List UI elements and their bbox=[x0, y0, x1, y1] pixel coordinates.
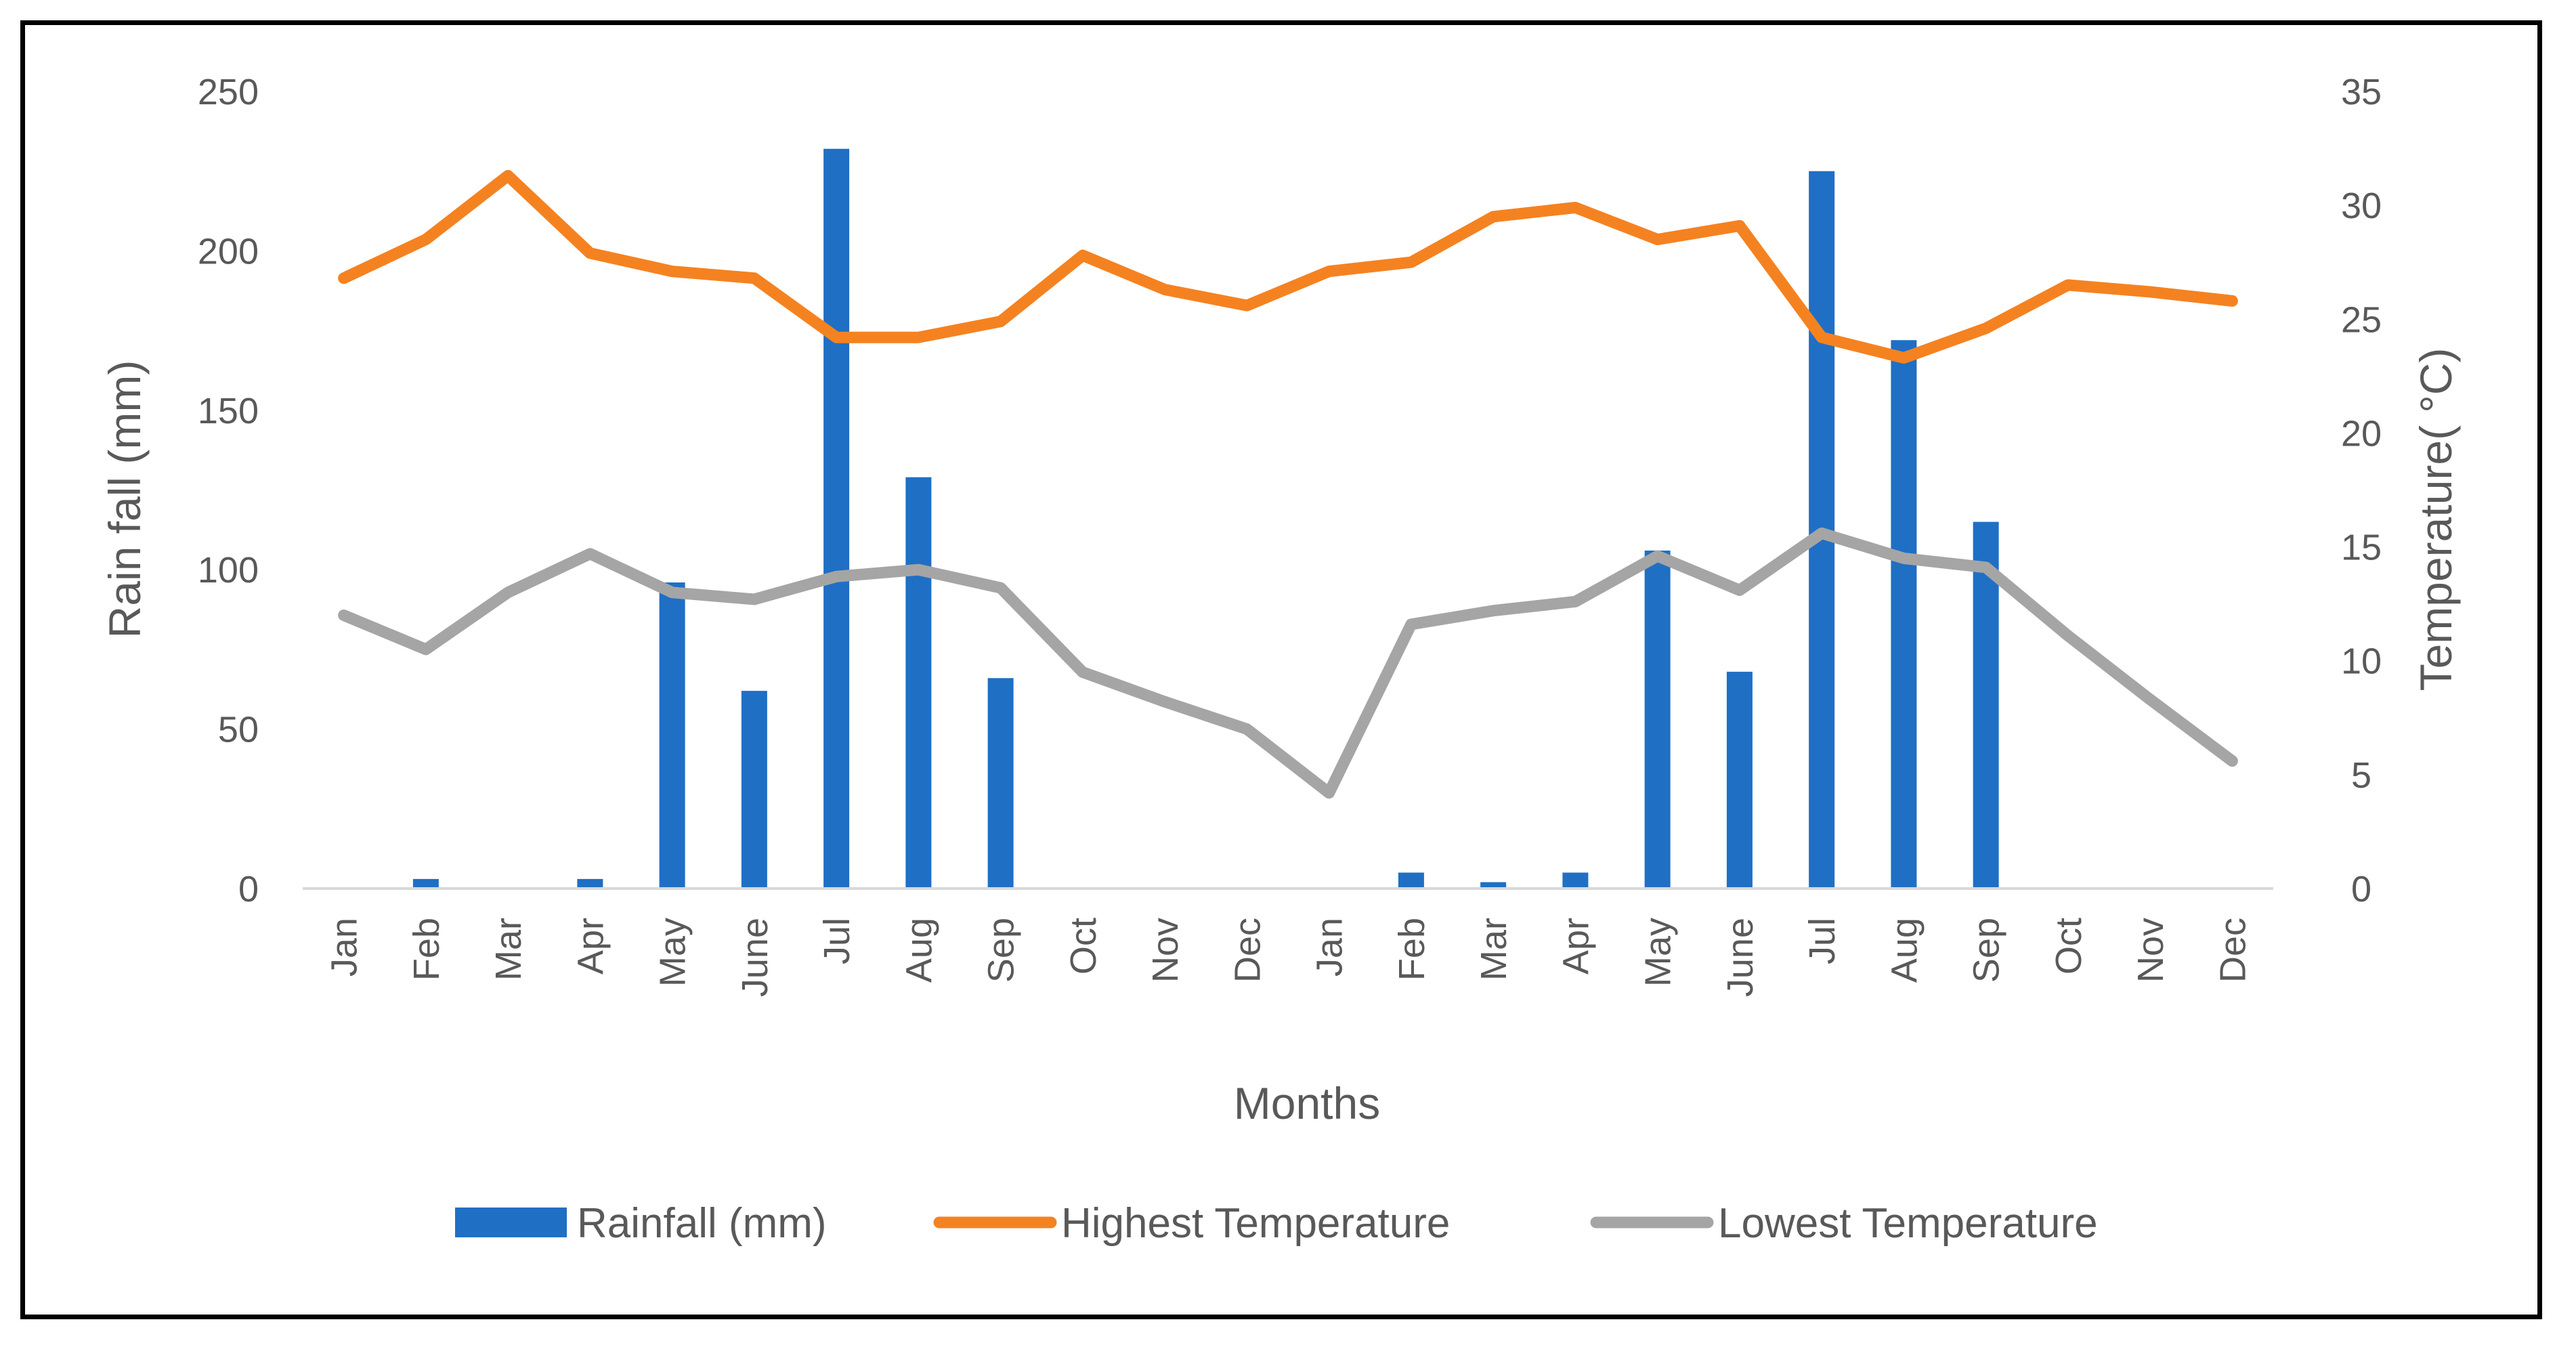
y-tick-label-right: 0 bbox=[2351, 869, 2371, 910]
x-tick-label: Jan bbox=[1310, 918, 1350, 977]
x-tick-label: Apr bbox=[570, 918, 611, 975]
rainfall-bar bbox=[741, 691, 767, 889]
y-tick-label-left: 100 bbox=[198, 550, 259, 591]
rainfall-bar bbox=[987, 678, 1014, 889]
y-tick-label-left: 50 bbox=[218, 710, 259, 750]
x-tick-label: Dec bbox=[1227, 918, 1268, 983]
legend: Rainfall (mm) Highest Temperature Lowest T… bbox=[455, 1200, 2098, 1247]
x-tick-label: Jan bbox=[324, 918, 365, 977]
plot-area bbox=[338, 148, 2238, 889]
combo-chart: 0 50 100 150 200 250 0 5 10 15 20 25 30 35 Jan Feb Mar Ap… bbox=[100, 72, 2461, 1247]
rainfall-bar bbox=[1973, 521, 1999, 889]
y-tick-label-right: 25 bbox=[2341, 299, 2382, 340]
rainfall-bar bbox=[1480, 882, 1507, 889]
legend-label: Lowest Temperature bbox=[1718, 1200, 2098, 1247]
y-axis-title-left: Rain fall (mm) bbox=[100, 360, 150, 639]
y-tick-label-right: 10 bbox=[2341, 641, 2382, 682]
x-tick-label: Aug bbox=[899, 918, 939, 983]
rainfall-bar bbox=[659, 582, 685, 889]
rainfall-bar bbox=[1562, 872, 1589, 889]
x-tick-label: Sep bbox=[981, 918, 1022, 983]
y-tick-label-left: 0 bbox=[238, 869, 259, 910]
axes: 0 50 100 150 200 250 0 5 10 15 20 25 30 35 Jan Feb Mar Ap… bbox=[198, 72, 2382, 997]
x-tick-label: Feb bbox=[1392, 918, 1432, 981]
y-tick-label-left: 200 bbox=[198, 231, 259, 272]
x-tick-label: Nov bbox=[1145, 918, 1186, 983]
rainfall-bar bbox=[1644, 550, 1671, 889]
legend-swatch-rainfall bbox=[455, 1208, 567, 1237]
x-axis-title: Months bbox=[1234, 1078, 1380, 1128]
x-tick-label: Mar bbox=[488, 918, 529, 981]
rainfall-bar bbox=[1726, 671, 1753, 889]
x-tick-label: May bbox=[653, 918, 693, 987]
y-axis-title-right: Temperature( °C) bbox=[2411, 348, 2461, 691]
x-tick-label: Apr bbox=[1555, 918, 1596, 975]
lowest-temperature-line bbox=[338, 527, 2238, 799]
rainfall-bar bbox=[577, 878, 603, 889]
rainfall-bar bbox=[412, 878, 439, 889]
y-tick-label-right: 20 bbox=[2341, 413, 2382, 454]
rainfall-bar bbox=[905, 477, 932, 889]
rainfall-bar bbox=[823, 148, 850, 889]
y-tick-label-right: 30 bbox=[2341, 186, 2382, 226]
x-tick-label: June bbox=[735, 918, 775, 997]
x-tick-label: Jul bbox=[1802, 918, 1843, 964]
x-tick-label: Feb bbox=[406, 918, 447, 981]
y-tick-label-right: 35 bbox=[2341, 72, 2382, 112]
x-tick-label: Oct bbox=[1063, 918, 1104, 975]
x-tick-label: Sep bbox=[1967, 918, 2007, 983]
y-tick-label-right: 15 bbox=[2341, 528, 2382, 568]
x-tick-label: Jul bbox=[817, 918, 857, 964]
y-tick-label-right: 5 bbox=[2351, 755, 2371, 796]
chart-frame: 0 50 100 150 200 250 0 5 10 15 20 25 30 35 Jan Feb Mar Ap… bbox=[20, 20, 2542, 1319]
y-tick-label-left: 150 bbox=[198, 391, 259, 431]
highest-temperature-line bbox=[338, 169, 2238, 364]
x-tick-label: Nov bbox=[2130, 918, 2171, 983]
y-tick-label-left: 250 bbox=[198, 72, 259, 112]
x-tick-label: May bbox=[1638, 918, 1679, 987]
rainfall-bar bbox=[1398, 872, 1424, 889]
x-tick-label: Oct bbox=[2048, 918, 2089, 975]
rainfall-bar bbox=[1891, 340, 1917, 889]
x-tick-label: Dec bbox=[2212, 918, 2253, 983]
x-tick-label: June bbox=[1720, 918, 1761, 997]
legend-label: Rainfall (mm) bbox=[577, 1200, 827, 1247]
x-tick-label: Mar bbox=[1474, 918, 1514, 981]
x-tick-label: Aug bbox=[1884, 918, 1925, 983]
legend-label: Highest Temperature bbox=[1061, 1200, 1450, 1247]
